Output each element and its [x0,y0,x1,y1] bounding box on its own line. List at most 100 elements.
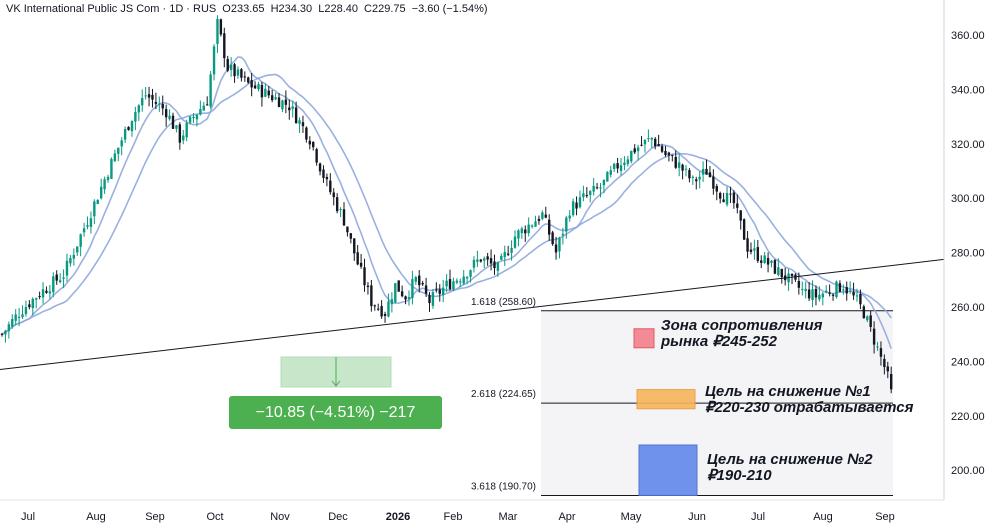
candle-body[interactable] [411,279,414,299]
candle-body[interactable] [606,172,609,182]
candle-body[interactable] [274,97,277,100]
candle-body[interactable] [506,253,510,255]
candle-body[interactable] [168,115,171,120]
candle-body[interactable] [500,255,503,260]
candle-body[interactable] [161,103,164,109]
candle-body[interactable] [404,296,407,300]
candle-body[interactable] [144,95,147,97]
candle-body[interactable] [397,280,400,292]
candle-body[interactable] [599,187,602,189]
candle-body[interactable] [117,147,120,154]
candle-body[interactable] [72,254,76,259]
candle-body[interactable] [264,88,267,97]
candle-body[interactable] [831,294,835,296]
candle-body[interactable] [489,258,493,264]
candle-body[interactable] [886,366,889,372]
candle-body[interactable] [674,156,677,168]
candle-body[interactable] [766,258,770,265]
candle-body[interactable] [677,162,681,168]
candle-body[interactable] [86,225,89,227]
candle-body[interactable] [14,314,17,321]
candle-body[interactable] [763,255,766,264]
candle-body[interactable] [890,373,893,390]
candle-body[interactable] [366,285,370,288]
candle-body[interactable] [801,288,804,290]
candle-body[interactable] [41,289,45,298]
target1-zone[interactable] [636,389,696,410]
candle-body[interactable] [318,163,322,172]
candle-body[interactable] [684,168,688,170]
candle-body[interactable] [558,237,561,252]
candle-body[interactable] [243,76,247,78]
candle-body[interactable] [804,288,807,292]
candle-body[interactable] [209,74,212,107]
candle-body[interactable] [797,280,801,288]
candle-body[interactable] [4,330,7,335]
candle-body[interactable] [667,152,671,156]
candle-body[interactable] [192,116,195,119]
candle-body[interactable] [578,197,582,208]
candle-body[interactable] [869,315,872,327]
candle-body[interactable] [589,191,592,195]
candle-body[interactable] [335,197,339,212]
candle-body[interactable] [199,109,202,115]
candle-body[interactable] [400,291,404,297]
candle-body[interactable] [134,111,137,122]
candle-body[interactable] [76,246,79,253]
candle-body[interactable] [24,307,28,315]
candle-body[interactable] [698,176,701,180]
candle-body[interactable] [284,99,288,105]
candle-body[interactable] [147,94,151,98]
candle-body[interactable] [541,212,544,219]
candle-body[interactable] [35,298,38,300]
candle-body[interactable] [612,163,616,169]
candle-body[interactable] [705,168,708,175]
candle-body[interactable] [383,314,387,316]
candle-body[interactable] [202,105,205,111]
candle-body[interactable] [554,244,558,253]
candle-body[interactable] [212,46,216,75]
candle-body[interactable] [377,308,380,310]
candle-body[interactable] [0,333,4,335]
candle-body[interactable] [527,224,530,234]
candle-body[interactable] [441,287,445,295]
candle-body[interactable] [373,305,376,307]
candle-body[interactable] [103,179,106,190]
candle-body[interactable] [448,279,452,290]
candle-body[interactable] [390,299,394,305]
candle-body[interactable] [312,141,315,148]
candle-body[interactable] [756,247,760,261]
candle-body[interactable] [171,115,175,129]
candle-body[interactable] [848,290,852,292]
candle-body[interactable] [701,168,705,175]
candle-body[interactable] [359,262,363,267]
candle-body[interactable] [380,306,383,317]
candle-body[interactable] [151,94,154,100]
candle-body[interactable] [182,135,185,141]
candle-body[interactable] [790,273,794,276]
candle-body[interactable] [233,64,236,77]
candle-body[interactable] [106,176,110,181]
candle-body[interactable] [770,260,773,263]
candle-body[interactable] [585,195,589,197]
candle-body[interactable] [503,251,506,258]
candle-body[interactable] [363,267,366,286]
candle-body[interactable] [602,179,606,186]
candle-body[interactable] [681,164,684,171]
candle-body[interactable] [828,292,831,294]
candle-body[interactable] [664,150,667,155]
candle-body[interactable] [11,319,14,327]
candle-body[interactable] [219,19,223,35]
candle-body[interactable] [483,258,486,261]
candle-body[interactable] [623,162,626,166]
candle-body[interactable] [79,234,82,247]
candle-body[interactable] [534,221,537,227]
candle-body[interactable] [216,18,219,44]
candle-body[interactable] [58,280,62,283]
candle-body[interactable] [370,285,373,307]
candle-body[interactable] [524,229,527,234]
candle-body[interactable] [428,295,431,304]
candle-body[interactable] [640,144,643,146]
candle-body[interactable] [89,218,93,227]
